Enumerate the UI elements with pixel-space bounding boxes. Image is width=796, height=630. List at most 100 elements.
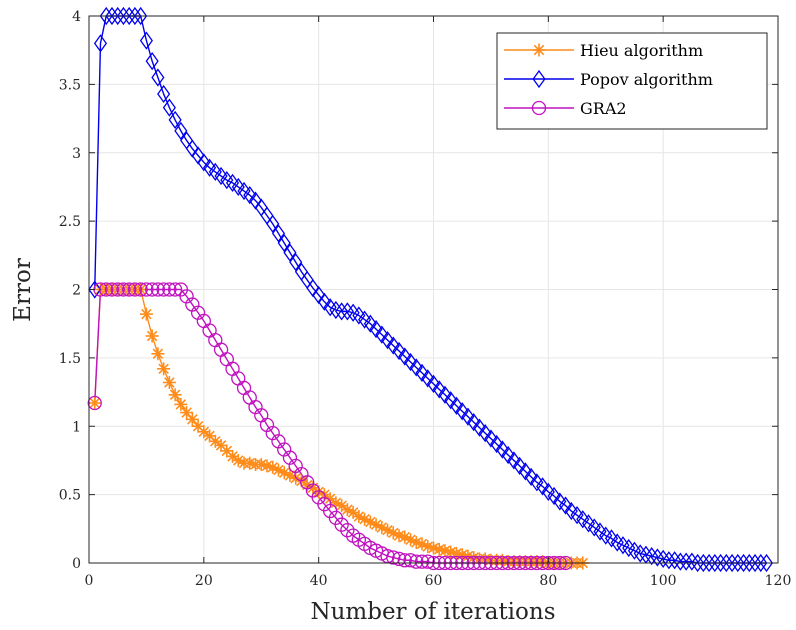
data-point-popov-algorithm: [467, 413, 481, 432]
data-point-gra2: [156, 282, 171, 297]
y-tick-label: 3: [72, 146, 81, 162]
data-point-popov-algorithm: [645, 547, 659, 566]
data-point-popov-algorithm: [725, 553, 739, 573]
data-point-popov-algorithm: [714, 553, 728, 573]
x-tick-label: 40: [310, 573, 328, 589]
data-point-popov-algorithm: [358, 310, 372, 329]
data-point-popov-algorithm: [317, 292, 331, 311]
data-point-popov-algorithm: [495, 440, 509, 459]
data-point-popov-algorithm: [271, 224, 286, 243]
x-tick-label: 80: [539, 573, 557, 589]
data-point-popov-algorithm: [731, 553, 745, 573]
data-point-popov-algorithm: [524, 467, 538, 486]
data-point-popov-algorithm: [237, 181, 251, 201]
legend-box: [496, 32, 768, 130]
x-tick-label: 60: [425, 573, 443, 589]
data-point-popov-algorithm: [702, 553, 716, 573]
data-point-popov-algorithm: [748, 553, 762, 573]
x-axis-title: Number of iterations: [310, 599, 555, 625]
data-point-popov-algorithm: [375, 325, 389, 344]
data-point-popov-algorithm: [536, 477, 550, 496]
data-point-hieu-algorithm: [157, 362, 171, 376]
data-point-popov-algorithm: [501, 445, 515, 465]
data-point-popov-algorithm: [484, 429, 498, 448]
series-markers-popov-algorithm: [88, 6, 774, 573]
data-point-popov-algorithm: [88, 280, 102, 299]
data-point-popov-algorithm: [685, 552, 699, 571]
data-point-popov-algorithm: [139, 31, 153, 50]
data-point-gra2: [133, 282, 148, 297]
data-point-popov-algorithm: [432, 380, 446, 399]
axis-ticks: [88, 15, 779, 564]
data-point-popov-algorithm: [754, 553, 768, 573]
y-axis-title: Error: [10, 258, 36, 322]
data-point-popov-algorithm: [174, 121, 188, 140]
x-tick-label: 20: [195, 573, 213, 589]
legend-label-gra2: GRA2: [580, 99, 627, 118]
data-point-popov-algorithm: [576, 510, 590, 529]
data-point-popov-algorithm: [93, 34, 108, 53]
data-point-popov-algorithm: [214, 166, 228, 186]
data-point-popov-algorithm: [513, 456, 527, 476]
data-point-popov-algorithm: [116, 6, 131, 26]
data-point-popov-algorithm: [668, 551, 682, 570]
data-point-popov-algorithm: [449, 396, 464, 415]
data-point-gra2: [403, 553, 418, 568]
data-point-gra2: [116, 282, 131, 297]
data-point-popov-algorithm: [444, 391, 458, 410]
data-point-popov-algorithm: [151, 68, 165, 87]
data-point-popov-algorithm: [742, 553, 756, 573]
data-point-hieu-algorithm: [231, 453, 245, 467]
data-point-hieu-algorithm: [139, 307, 153, 321]
legend-marker-popov-algorithm: [532, 69, 546, 89]
data-point-popov-algorithm: [403, 352, 418, 372]
data-point-gra2: [334, 517, 349, 532]
data-point-popov-algorithm: [518, 462, 532, 481]
data-point-popov-algorithm: [231, 177, 245, 197]
data-point-popov-algorithm: [203, 158, 217, 177]
data-point-popov-algorithm: [708, 553, 722, 573]
data-point-hieu-algorithm: [134, 283, 148, 296]
y-tick-label: 0: [72, 556, 81, 572]
data-point-popov-algorithm: [593, 522, 607, 541]
data-point-popov-algorithm: [426, 374, 441, 393]
data-point-hieu-algorithm: [162, 375, 176, 389]
data-point-popov-algorithm: [679, 552, 693, 571]
data-point-popov-algorithm: [197, 153, 211, 172]
data-point-popov-algorithm: [277, 233, 291, 253]
y-tick-label: 0.5: [59, 488, 81, 504]
data-point-popov-algorithm: [128, 6, 142, 26]
data-point-popov-algorithm: [312, 285, 326, 305]
data-point-popov-algorithm: [208, 162, 222, 182]
data-point-hieu-algorithm: [88, 396, 102, 410]
data-point-popov-algorithm: [415, 363, 429, 383]
y-tick-label: 3.5: [59, 77, 81, 93]
data-point-gra2: [139, 282, 154, 297]
data-point-popov-algorithm: [243, 186, 257, 205]
data-point-gra2: [99, 282, 114, 297]
data-point-popov-algorithm: [604, 529, 619, 548]
data-point-popov-algorithm: [553, 492, 567, 511]
data-point-popov-algorithm: [363, 314, 377, 333]
data-point-gra2: [409, 554, 424, 569]
data-point-popov-algorithm: [570, 506, 584, 525]
data-point-popov-algorithm: [111, 6, 125, 26]
legend-label-popov-algorithm: Popov algorithm: [580, 70, 713, 89]
y-tick-label: 1.5: [59, 351, 81, 367]
data-point-popov-algorithm: [398, 347, 412, 366]
data-point-popov-algorithm: [248, 191, 263, 210]
data-point-popov-algorithm: [558, 496, 573, 515]
data-point-gra2: [340, 523, 355, 538]
data-point-popov-algorithm: [421, 369, 435, 388]
data-point-popov-algorithm: [541, 482, 555, 502]
x-tick-label: 100: [650, 573, 677, 589]
data-point-gra2: [127, 282, 143, 297]
series-line-popov-algorithm: [94, 15, 767, 564]
data-point-popov-algorithm: [673, 552, 687, 571]
x-tick-label: 120: [765, 573, 792, 589]
data-point-popov-algorithm: [507, 451, 521, 470]
legend: Hieu algorithm Popov algorithm GRA2: [496, 32, 768, 130]
data-point-popov-algorithm: [547, 486, 561, 506]
data-point-popov-algorithm: [392, 341, 406, 361]
